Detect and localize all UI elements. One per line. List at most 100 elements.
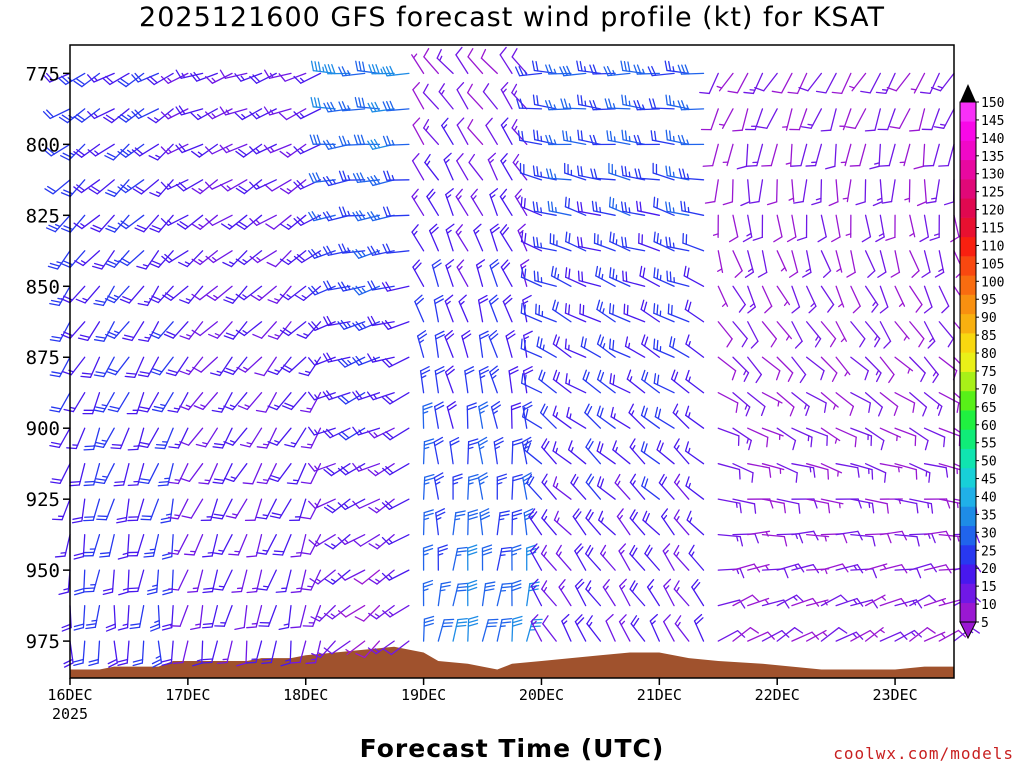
wind-barb	[445, 223, 455, 252]
barb-feather	[555, 371, 560, 383]
colorbar-cell	[960, 506, 976, 527]
wind-barb	[791, 427, 813, 448]
barb-shaft	[820, 214, 827, 238]
wind-barb	[732, 392, 751, 417]
barb-feather	[739, 568, 745, 579]
wind-barb	[781, 108, 793, 131]
barb-feather	[795, 594, 805, 603]
barb-feather	[562, 130, 565, 141]
wind-barb	[665, 236, 690, 252]
barb-feather	[640, 405, 646, 416]
barb-feather	[526, 442, 532, 453]
barb-shaft	[761, 599, 785, 607]
wind-barb	[249, 72, 277, 84]
wind-barb	[586, 615, 602, 642]
barb-feather	[479, 511, 490, 517]
barb-feather	[117, 662, 128, 666]
wind-barb	[235, 179, 263, 195]
barb-half-feather	[330, 613, 336, 618]
barb-half-feather	[446, 194, 452, 199]
barb-feather	[433, 436, 444, 443]
wind-barb-layer	[42, 46, 982, 668]
barb-feather	[552, 405, 557, 416]
barb-feather	[643, 407, 648, 418]
barb-feather	[132, 662, 144, 667]
barb-feather	[307, 462, 316, 472]
wind-barb	[565, 373, 587, 394]
barb-half-feather	[374, 470, 380, 475]
wind-barb	[641, 334, 660, 358]
wind-barb	[437, 581, 452, 607]
wind-barb	[423, 119, 439, 145]
barb-feather	[522, 406, 526, 418]
barb-feather	[500, 259, 509, 268]
barb-feather	[105, 370, 117, 376]
colorbar-label: 105	[981, 257, 1004, 272]
barb-feather	[612, 339, 615, 351]
barb-feather	[51, 478, 63, 481]
barb-feather	[545, 64, 550, 75]
barb-shaft	[820, 250, 832, 272]
barb-feather	[305, 661, 317, 665]
barb-feather	[686, 267, 690, 279]
barb-feather	[577, 165, 580, 177]
barb-half-feather	[228, 261, 235, 265]
barb-feather	[284, 402, 295, 408]
barb-feather	[550, 265, 554, 277]
barb-feather	[361, 97, 366, 109]
barb-feather	[624, 201, 628, 213]
barb-half-feather	[556, 517, 560, 524]
barb-feather	[149, 333, 160, 339]
wind-barb	[249, 108, 277, 120]
barb-feather	[566, 65, 572, 76]
wind-barb	[589, 64, 616, 75]
wind-barb	[938, 629, 967, 642]
barb-feather	[309, 134, 314, 145]
barb-feather	[88, 658, 99, 663]
barb-half-feather	[632, 480, 636, 486]
barb-half-feather	[479, 410, 485, 415]
barb-feather	[435, 511, 446, 517]
barb-half-feather	[936, 403, 940, 410]
barb-feather	[793, 627, 804, 634]
wind-barb	[820, 392, 839, 410]
barb-shaft	[732, 285, 746, 306]
barb-shaft	[761, 250, 768, 274]
barb-feather	[51, 371, 62, 375]
wind-barb	[595, 265, 616, 287]
barb-feather	[105, 623, 116, 629]
barb-feather	[842, 533, 848, 544]
wind-barb	[157, 463, 174, 487]
barb-feather	[728, 236, 739, 243]
wind-barb	[791, 631, 820, 642]
barb-feather	[512, 615, 523, 620]
barb-feather	[574, 614, 583, 623]
barb-half-feather	[612, 103, 616, 109]
barb-half-feather	[540, 135, 543, 142]
wind-barb	[249, 214, 277, 226]
wind-barb	[117, 143, 145, 158]
barb-feather	[385, 243, 392, 254]
barb-feather	[192, 366, 202, 373]
wind-barb	[636, 200, 660, 216]
wind-barb	[93, 285, 115, 307]
barb-feather	[63, 189, 74, 195]
barb-feather	[564, 267, 568, 278]
wind-barb	[718, 108, 734, 129]
barb-half-feather	[373, 432, 379, 437]
barb-half-feather	[285, 658, 291, 662]
barb-feather	[73, 151, 83, 158]
barb-feather	[511, 119, 518, 129]
barb-half-feather	[241, 113, 246, 119]
credit-link[interactable]: coolwx.com/models	[833, 744, 1014, 763]
barb-half-feather	[513, 125, 518, 132]
barb-feather	[511, 509, 523, 514]
wind-barb	[127, 498, 145, 522]
barb-feather	[60, 155, 70, 161]
barb-feather	[362, 61, 366, 73]
barb-shaft	[456, 160, 469, 181]
barb-shaft	[820, 285, 835, 306]
barb-half-feather	[832, 404, 837, 410]
barb-feather	[754, 533, 759, 544]
barb-feather	[105, 192, 116, 198]
